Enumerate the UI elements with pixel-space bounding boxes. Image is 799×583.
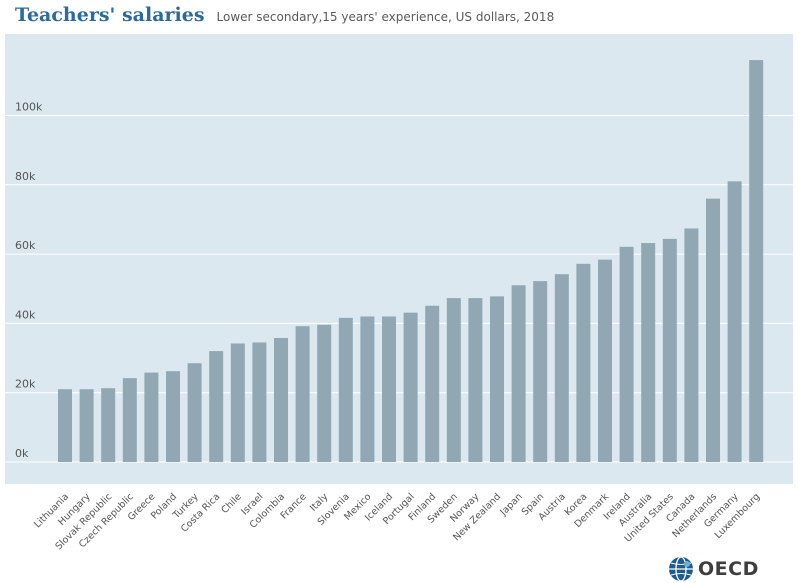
chart-header: Teachers' salaries Lower secondary,15 ye…	[15, 4, 554, 30]
bar	[684, 228, 699, 462]
y-tick-label: 40k	[15, 308, 36, 321]
bar	[403, 312, 418, 462]
bar	[295, 326, 310, 462]
bar	[58, 389, 72, 462]
bar	[749, 60, 764, 463]
bar	[425, 305, 440, 462]
bar	[662, 238, 677, 462]
x-tick-label: Chile	[219, 491, 244, 516]
bar	[641, 243, 656, 462]
bar	[706, 198, 720, 462]
bar	[101, 388, 116, 462]
bar	[187, 363, 202, 462]
bar	[252, 342, 267, 462]
y-tick-label: 100k	[15, 101, 43, 114]
x-tick-label: Japan	[497, 491, 524, 518]
y-tick-label: 0k	[15, 447, 29, 460]
y-axis-ticks: 0k 20k 40k 60k 80k 100k	[15, 101, 43, 461]
bar	[274, 337, 288, 462]
bar	[317, 324, 332, 462]
bar	[511, 285, 526, 462]
bar	[468, 298, 483, 462]
bar	[360, 316, 375, 462]
bar	[619, 246, 634, 462]
bar	[576, 263, 591, 462]
bars	[58, 60, 764, 463]
bar	[209, 351, 224, 462]
bar	[144, 372, 159, 462]
bar	[79, 389, 94, 462]
y-tick-label: 20k	[15, 378, 36, 391]
bar	[446, 298, 461, 462]
bar	[122, 378, 137, 462]
logo-text: OECD	[698, 558, 759, 580]
bar	[533, 281, 548, 462]
globe-icon	[669, 556, 693, 582]
chart-subtitle: Lower secondary,15 years' experience, US…	[216, 10, 555, 24]
oecd-logo: OECD	[668, 556, 759, 582]
bar	[338, 317, 353, 462]
y-tick-label: 60k	[15, 239, 36, 252]
bar	[230, 343, 245, 462]
chart-title: Teachers' salaries	[15, 4, 205, 26]
y-tick-label: 80k	[15, 170, 36, 183]
bar	[598, 259, 612, 462]
bar	[727, 181, 742, 462]
bar	[382, 316, 396, 462]
bar	[166, 371, 180, 462]
bar	[490, 296, 504, 462]
bar	[554, 274, 569, 462]
